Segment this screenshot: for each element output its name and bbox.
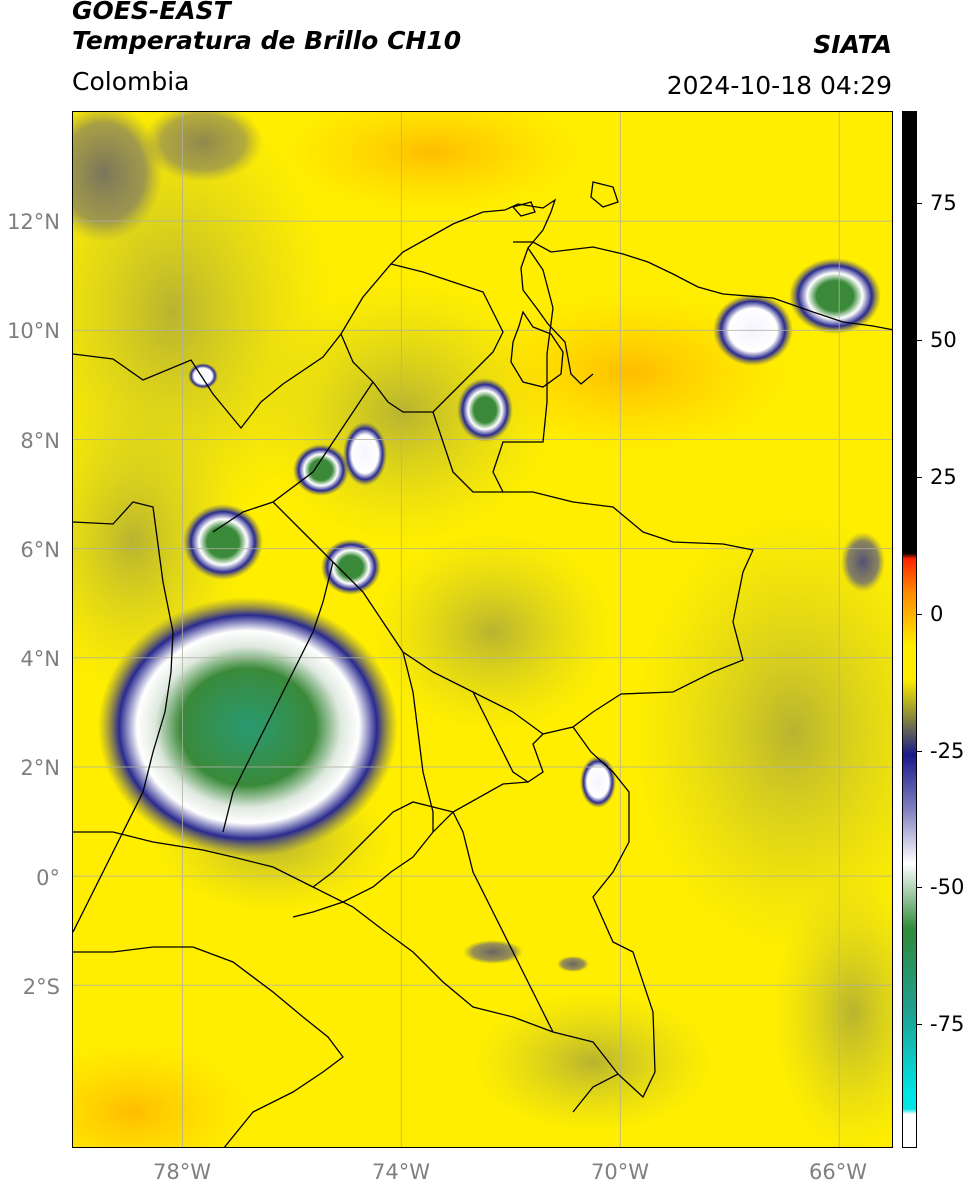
colombia-brazil-border [572, 726, 656, 1113]
datetime-label: 2024-10-18 04:29 [666, 71, 892, 100]
title-block: GOES-EAST Temperatura de Brillo CH10 Col… [72, 0, 461, 97]
lat-label-8N: 8°N [20, 429, 60, 453]
colorbar-label-0: 0 [930, 602, 944, 626]
colorbar-label-m50: -50 [930, 875, 965, 899]
colorbar-tick-25 [917, 477, 922, 478]
department-lines-center [222, 501, 544, 833]
satellite-map[interactable] [72, 111, 893, 1148]
colorbar-label-75: 75 [930, 191, 957, 215]
country-borders [73, 181, 892, 1147]
lon-label-70W: 70°W [591, 1160, 649, 1184]
colorbar-tick-m75 [917, 1024, 922, 1025]
colorbar-label-50: 50 [930, 328, 957, 352]
lon-label-66W: 66°W [809, 1160, 867, 1184]
olive-cloud-texture [73, 112, 892, 1147]
colorbar-label-25: 25 [930, 465, 957, 489]
lat-label-2N: 2°N [20, 756, 60, 780]
satellite-title: GOES-EAST [72, 0, 231, 25]
aruba-curacao-islands [511, 181, 619, 217]
caribbean-coastline [73, 198, 594, 430]
lake-maracaibo [510, 310, 564, 388]
lat-label-12N: 12°N [7, 210, 60, 234]
lon-label-78W: 78°W [153, 1160, 211, 1184]
colorbar [902, 111, 917, 1148]
lat-label-4N: 4°N [20, 647, 60, 671]
product-title: Temperatura de Brillo CH10 [72, 26, 462, 55]
department-lines-south [312, 801, 554, 1033]
colorbar-tick-m50 [917, 887, 922, 888]
lat-label-10N: 10°N [7, 319, 60, 343]
convective-clouds [73, 112, 885, 972]
colorbar-tick-75 [917, 203, 922, 204]
lon-label-74W: 74°W [372, 1160, 430, 1184]
map-gridlines [73, 112, 892, 1147]
source-label: SIATA [813, 30, 892, 59]
ecuador-peru-border [73, 946, 344, 1147]
lat-label-6N: 6°N [20, 538, 60, 562]
colorbar-tick-50 [917, 340, 922, 341]
department-lines-north [212, 263, 504, 533]
colombia-peru-border [73, 831, 619, 1075]
venezuela-coastline [513, 241, 892, 331]
lat-label-0: 0° [36, 866, 60, 890]
pacific-coastline [73, 501, 174, 933]
title-right-block: SIATA 2024-10-18 04:29 [667, 30, 892, 101]
colorbar-tick-0 [917, 614, 922, 615]
colorbar-tick-m25 [917, 751, 922, 752]
colorbar-label-m75: -75 [930, 1012, 965, 1036]
lat-label-2S: 2°S [22, 975, 60, 999]
colorbar-label-m25: -25 [930, 739, 965, 763]
region-label: Colombia [72, 67, 190, 96]
warm-orange-areas [73, 112, 793, 1147]
